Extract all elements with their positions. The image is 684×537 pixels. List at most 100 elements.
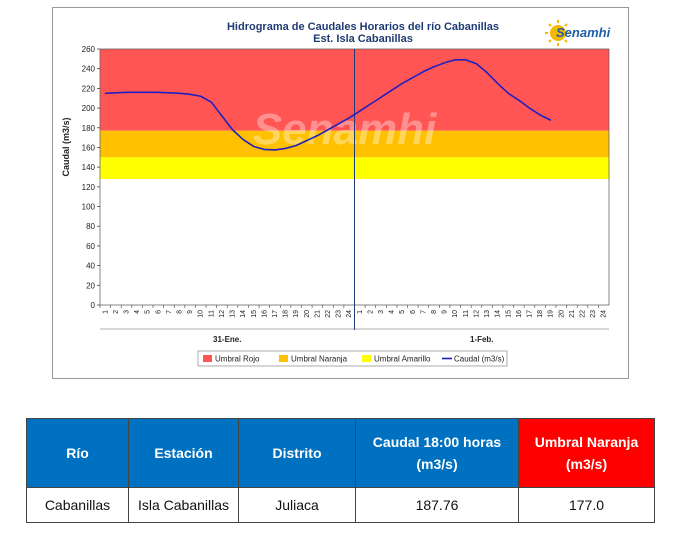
x-tick-label: 16: [516, 310, 523, 318]
data-point: [380, 96, 382, 98]
data-point: [359, 110, 361, 112]
x-tick-label: 16: [261, 310, 268, 318]
x-tick-label: 17: [272, 310, 279, 318]
data-point: [486, 72, 488, 74]
legend-item: Caudal (m3/s): [454, 355, 505, 364]
header-umbral-naranja: Umbral Naranja (m3/s): [518, 418, 655, 488]
x-tick-label: 24: [346, 310, 353, 318]
x-tick-label: 5: [145, 310, 152, 314]
data-point: [422, 71, 425, 73]
y-tick-label: 140: [82, 163, 96, 172]
data-point: [242, 138, 244, 141]
y-tick-label: 160: [82, 143, 96, 152]
x-tick-label: 6: [410, 310, 417, 314]
x-tick-label: 13: [484, 310, 491, 318]
data-point: [391, 89, 393, 91]
x-tick-label: 8: [177, 310, 184, 314]
data-point: [528, 107, 531, 109]
data-point: [115, 92, 117, 94]
data-point: [433, 66, 435, 68]
data-point: [401, 82, 403, 85]
y-tick-label: 200: [82, 104, 96, 113]
data-point: [221, 115, 223, 117]
data-point: [231, 129, 234, 131]
x-tick-label: 15: [505, 310, 512, 318]
x-tick-label: 8: [431, 310, 438, 314]
cell-estacion: Isla Cabanillas: [128, 487, 239, 523]
data-point: [274, 149, 276, 151]
legend-swatch: [362, 355, 371, 362]
plot-area: Senamhi020406080100120140160180200220240…: [61, 45, 610, 367]
table-row: Cabanillas Isla Cabanillas Juliaca 187.7…: [26, 487, 655, 523]
logo-text: Senamhi: [556, 25, 611, 40]
data-point: [263, 148, 265, 151]
data-point: [104, 92, 106, 94]
hydrograph-chart: Hidrograma de Caudales Horarios del río …: [52, 7, 629, 379]
legend-box: [197, 350, 508, 367]
x-tick-label: 21: [314, 310, 321, 318]
data-point: [475, 63, 478, 65]
data-point: [465, 59, 467, 61]
y-tick-label: 220: [82, 84, 96, 93]
data-point: [348, 117, 350, 119]
x-tick-label: 9: [187, 310, 194, 314]
legend-swatch: [203, 355, 212, 362]
data-point: [168, 92, 170, 94]
data-point: [327, 129, 329, 131]
data-point: [210, 101, 212, 103]
x-tick-label: 22: [579, 310, 586, 318]
data-point: [518, 99, 520, 101]
chart-subtitle: Est. Isla Cabanillas: [313, 33, 413, 45]
cell-distrito: Juliaca: [238, 487, 356, 523]
x-tick-label: 2: [367, 310, 374, 314]
watermark-text: Senamhi: [253, 105, 437, 154]
data-point: [178, 92, 181, 94]
legend-item: Umbral Amarillo: [374, 355, 431, 364]
x-tick-label: 10: [452, 310, 459, 318]
cell-umbral: 177.0: [518, 487, 655, 523]
data-point: [507, 92, 509, 94]
y-tick-label: 100: [82, 203, 96, 212]
senamhi-logo: Senamhi: [545, 20, 611, 46]
data-point: [539, 114, 541, 116]
y-tick-label: 240: [82, 65, 96, 74]
cell-caudal: 187.76: [355, 487, 519, 523]
x-tick-label: 19: [293, 310, 300, 318]
x-tick-label: 12: [219, 310, 226, 318]
x-tick-label: 13: [230, 310, 237, 318]
x-tick-label: 20: [558, 310, 565, 318]
legend-swatch: [279, 355, 288, 362]
table-header-row: Río Estación Distrito Caudal 18:00 horas…: [26, 418, 655, 488]
header-rio: Río: [26, 418, 129, 488]
day-label: 31-Ene.: [213, 335, 241, 344]
x-tick-label: 4: [134, 310, 141, 314]
x-tick-label: 23: [336, 310, 343, 318]
legend-item: Umbral Naranja: [291, 355, 348, 364]
y-tick-label: 120: [82, 183, 96, 192]
x-tick-label: 17: [526, 310, 533, 318]
data-point: [253, 145, 255, 148]
cell-rio: Cabanillas: [26, 487, 129, 523]
x-tick-label: 18: [283, 310, 290, 318]
data-point: [147, 91, 149, 93]
x-tick-label: 7: [166, 310, 173, 314]
data-point: [550, 119, 552, 121]
x-tick-label: 1: [102, 310, 109, 314]
x-tick-label: 19: [548, 310, 555, 318]
data-point: [125, 91, 128, 93]
y-axis-title: Caudal (m3/s): [61, 117, 71, 176]
x-tick-label: 5: [399, 310, 406, 314]
x-tick-label: 7: [420, 310, 427, 314]
y-tick-label: 260: [82, 45, 96, 54]
day-label: 1-Feb.: [470, 335, 494, 344]
data-point: [200, 95, 202, 97]
data-point: [189, 93, 191, 95]
header-estacion: Estación: [128, 418, 239, 488]
x-tick-label: 20: [304, 310, 311, 318]
data-point: [136, 91, 138, 93]
x-tick-label: 23: [590, 310, 597, 318]
legend-item: Umbral Rojo: [215, 355, 260, 364]
x-tick-label: 11: [208, 310, 215, 317]
x-tick-label: 22: [325, 310, 332, 318]
x-tick-label: 24: [601, 310, 608, 318]
